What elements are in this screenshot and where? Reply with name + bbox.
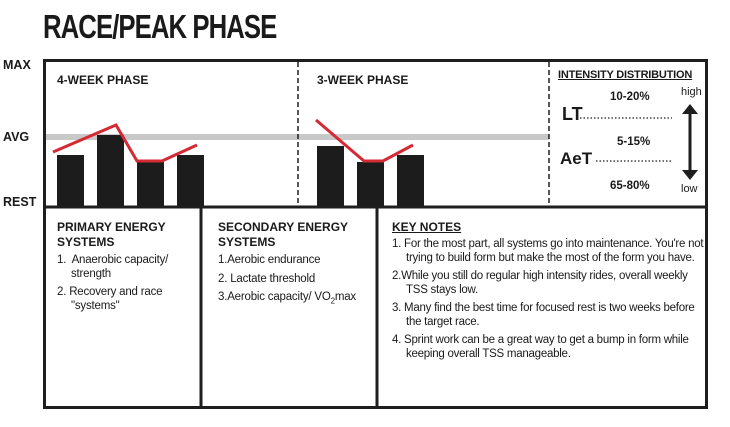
page-title: RACE/PEAK PHASE xyxy=(43,8,277,45)
secondary-item-1: 1.Aerobic endurance xyxy=(218,254,321,266)
key-note-3: 3. Many find the best time for focused r… xyxy=(392,302,695,328)
aet-label: AeT xyxy=(560,149,593,168)
secondary-energy-panel: SECONDARY ENERGY SYSTEMS 1.Aerobic endur… xyxy=(218,220,373,419)
pct-mid: 5-15% xyxy=(617,136,651,148)
secondary-title-2: SYSTEMS xyxy=(218,235,276,249)
primary-title-1: PRIMARY ENERGY xyxy=(57,220,166,234)
bar-4wk-2 xyxy=(97,135,124,206)
bar-4wk-4 xyxy=(177,155,204,206)
secondary-item-2: 2. Lactate threshold xyxy=(218,272,316,285)
high-label: high xyxy=(681,86,702,98)
trend-line-3wk xyxy=(315,118,414,163)
intensity-distribution-title: INTENSITY DISTRIBUTION xyxy=(558,69,693,81)
key-note-2: 2.While you still do regular high intens… xyxy=(392,270,688,296)
key-note-4: 4. Sprint work can be a great way to get… xyxy=(392,334,689,360)
phase-label-3wk: 3-WEEK PHASE xyxy=(317,73,409,87)
secondary-title-1: SECONDARY ENERGY xyxy=(218,220,349,234)
primary-title-2: SYSTEMS xyxy=(57,235,115,249)
lt-label: LT xyxy=(562,104,583,124)
bar-3wk-3 xyxy=(397,155,424,206)
trend-line-4wk xyxy=(52,123,198,163)
low-label: low xyxy=(681,183,698,195)
secondary-item-3: 3.Aerobic capacity/ VO2max xyxy=(218,291,356,306)
phase-label-4wk: 4-WEEK PHASE xyxy=(57,73,149,87)
key-notes-panel: KEY NOTES 1. For the most part, all syst… xyxy=(392,220,704,419)
bar-4wk-1 xyxy=(57,155,84,206)
y-label-rest: REST xyxy=(3,195,37,209)
bar-3wk-2 xyxy=(357,162,384,206)
y-label-avg: AVG xyxy=(3,130,30,144)
primary-energy-panel: PRIMARY ENERGY SYSTEMS 1. Anaerobic capa… xyxy=(57,220,197,419)
key-note-1: 1. For the most part, all systems go int… xyxy=(392,238,704,264)
primary-item-2: 2. Recovery and race "systems" xyxy=(57,286,163,312)
key-notes-title: KEY NOTES xyxy=(392,220,462,234)
pct-bottom: 65-80% xyxy=(610,180,650,192)
bar-4wk-3 xyxy=(137,162,164,206)
y-label-max: MAX xyxy=(3,58,31,72)
arrow-up-icon xyxy=(682,104,698,114)
arrow-down-icon xyxy=(682,170,698,180)
bar-3wk-1 xyxy=(317,146,344,206)
pct-top: 10-20% xyxy=(610,91,650,103)
primary-item-1: 1. Anaerobic capacity/ strength xyxy=(57,254,169,280)
